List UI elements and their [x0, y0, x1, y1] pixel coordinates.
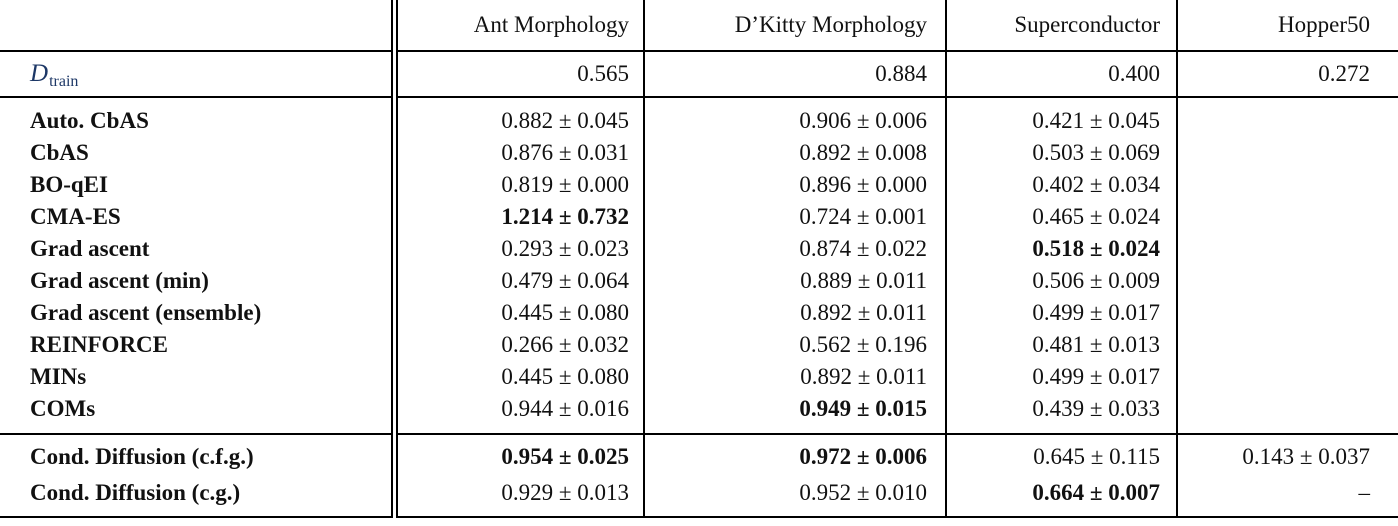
method-label: CbAS [0, 137, 398, 169]
value-cell [1177, 297, 1398, 329]
value-cell: 0.874 ± 0.022 [644, 233, 947, 265]
value-cell: 0.972 ± 0.006 [644, 434, 947, 475]
value-cell: 0.889 ± 0.011 [644, 265, 947, 297]
value-cell: 0.499 ± 0.017 [946, 297, 1178, 329]
dtrain-value-superconductor: 0.400 [946, 51, 1178, 98]
dtrain-label: Dtrain [0, 51, 398, 98]
method-row: MINs 0.445 ± 0.080 0.892 ± 0.011 0.499 ± 0.… [0, 361, 1398, 393]
dtrain-row: Dtrain 0.565 0.884 0.400 0.272 [0, 51, 1398, 98]
method-row: Cond. Diffusion (c.f.g.) 0.954 ± 0.025 0.9… [0, 434, 1398, 475]
method-row: COMs 0.944 ± 0.016 0.949 ± 0.015 0.439 ± 0.… [0, 393, 1398, 435]
value-cell: 0.266 ± 0.032 [394, 329, 645, 361]
method-row: Auto. CbAS 0.882 ± 0.045 0.906 ± 0.006 0.42… [0, 97, 1398, 137]
value-cell: 0.143 ± 0.037 [1242, 444, 1370, 469]
value-cell: 0.445 ± 0.080 [394, 297, 645, 329]
column-header-empty [0, 0, 398, 52]
method-label: Grad ascent (min) [0, 265, 398, 297]
value-cell: 0.892 ± 0.011 [644, 297, 947, 329]
method-label: REINFORCE [0, 329, 398, 361]
dtrain-symbol: D [30, 60, 49, 87]
value-cell [1177, 169, 1398, 201]
value-cell: 0.819 ± 0.000 [394, 169, 645, 201]
value-cell: 0.479 ± 0.064 [394, 265, 645, 297]
value-cell: 0.882 ± 0.045 [394, 97, 645, 137]
value-cell: 0.293 ± 0.023 [394, 233, 645, 265]
value-cell [1177, 265, 1398, 297]
value-cell: 0.562 ± 0.196 [644, 329, 947, 361]
value-cell: 0.724 ± 0.001 [644, 201, 947, 233]
value-cell [1177, 233, 1398, 265]
value-cell: 0.481 ± 0.013 [946, 329, 1178, 361]
value-cell: 0.439 ± 0.033 [946, 393, 1178, 435]
value-cell [1177, 361, 1398, 393]
value-cell: 0.503 ± 0.069 [946, 137, 1178, 169]
value-cell [1177, 393, 1398, 435]
value-cell: – [1177, 475, 1398, 518]
method-label: Cond. Diffusion (c.g.) [0, 475, 398, 518]
value-cell: 0.896 ± 0.000 [644, 169, 947, 201]
value-cell: 0.952 ± 0.010 [644, 475, 947, 518]
dtrain-value-dkitty: 0.884 [644, 51, 947, 98]
value-cell: 0.954 ± 0.025 [394, 434, 645, 475]
method-label: Grad ascent [0, 233, 398, 265]
method-row: Grad ascent (ensemble) 0.445 ± 0.080 0.892… [0, 297, 1398, 329]
method-label: Grad ascent (ensemble) [0, 297, 398, 329]
value-cell: 0.892 ± 0.011 [644, 361, 947, 393]
method-row: Grad ascent 0.293 ± 0.023 0.874 ± 0.022 0.5… [0, 233, 1398, 265]
dtrain-subscript: train [49, 73, 79, 90]
method-label: MINs [0, 361, 398, 393]
conditional-diffusion-section: Cond. Diffusion (c.f.g.) 0.954 ± 0.025 0.9… [0, 434, 1398, 518]
dtrain-value-ant: 0.565 [394, 51, 645, 98]
value-cell: 0.876 ± 0.031 [394, 137, 645, 169]
method-label: Auto. CbAS [0, 97, 398, 137]
value-cell: 0.402 ± 0.034 [946, 169, 1178, 201]
value-cell: 0.506 ± 0.009 [946, 265, 1178, 297]
value-cell: 1.214 ± 0.732 [394, 201, 645, 233]
value-cell: 0.421 ± 0.045 [946, 97, 1178, 137]
value-cell [1177, 201, 1398, 233]
method-row: REINFORCE 0.266 ± 0.032 0.562 ± 0.196 0.481… [0, 329, 1398, 361]
method-row: Cond. Diffusion (c.g.) 0.929 ± 0.013 0.952… [0, 475, 1398, 518]
method-label: Cond. Diffusion (c.f.g.) [0, 434, 398, 475]
method-label: CMA-ES [0, 201, 398, 233]
method-row: Grad ascent (min) 0.479 ± 0.064 0.889 ± 0.… [0, 265, 1398, 297]
column-header-dkitty-morphology: D’Kitty Morphology [644, 0, 947, 52]
column-header-hopper50: Hopper50 [1177, 0, 1398, 52]
column-header-superconductor: Superconductor [946, 0, 1178, 52]
method-row: BO-qEI 0.819 ± 0.000 0.896 ± 0.000 0.402 ± … [0, 169, 1398, 201]
value-cell: 0.445 ± 0.080 [394, 361, 645, 393]
value-cell [1177, 97, 1398, 137]
dtrain-value-hopper50: 0.272 [1177, 51, 1398, 98]
column-header-ant-morphology: Ant Morphology [394, 0, 645, 52]
value-cell: 0.929 ± 0.013 [394, 475, 645, 518]
value-cell: 0.892 ± 0.008 [644, 137, 947, 169]
value-cell: 0.465 ± 0.024 [946, 201, 1178, 233]
method-row: CMA-ES 1.214 ± 0.732 0.724 ± 0.001 0.465 ± … [0, 201, 1398, 233]
baseline-methods-section: Auto. CbAS 0.882 ± 0.045 0.906 ± 0.006 0.42… [0, 97, 1398, 435]
header-row: Ant Morphology D’Kitty Morphology Superc… [0, 0, 1398, 52]
value-cell [1177, 329, 1398, 361]
method-row: CbAS 0.876 ± 0.031 0.892 ± 0.008 0.503 ± 0.… [0, 137, 1398, 169]
value-cell: 0.949 ± 0.015 [644, 393, 947, 435]
method-label: COMs [0, 393, 398, 435]
value-cell: 0.518 ± 0.024 [946, 233, 1178, 265]
value-cell [1177, 137, 1398, 169]
value-cell: 0.645 ± 0.115 [946, 434, 1178, 475]
value-cell: 0.664 ± 0.007 [946, 475, 1178, 518]
method-label: BO-qEI [0, 169, 398, 201]
value-cell: 0.499 ± 0.017 [946, 361, 1178, 393]
value-cell: 0.906 ± 0.006 [644, 97, 947, 137]
value-cell: 0.944 ± 0.016 [394, 393, 645, 435]
